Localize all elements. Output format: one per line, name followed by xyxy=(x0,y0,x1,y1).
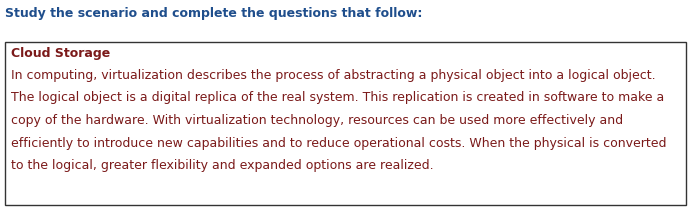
Text: In computing, virtualization describes the process of abstracting a physical obj: In computing, virtualization describes t… xyxy=(11,69,656,82)
Text: copy of the hardware. With virtualization technology, resources can be used more: copy of the hardware. With virtualizatio… xyxy=(11,114,623,127)
FancyBboxPatch shape xyxy=(5,42,686,205)
Text: Study the scenario and complete the questions that follow:: Study the scenario and complete the ques… xyxy=(5,7,422,20)
Text: to the logical, greater flexibility and expanded options are realized.: to the logical, greater flexibility and … xyxy=(11,159,434,172)
Text: Cloud Storage: Cloud Storage xyxy=(11,47,111,60)
Text: efficiently to introduce new capabilities and to reduce operational costs. When : efficiently to introduce new capabilitie… xyxy=(11,136,667,150)
Text: The logical object is a digital replica of the real system. This replication is : The logical object is a digital replica … xyxy=(11,92,664,105)
